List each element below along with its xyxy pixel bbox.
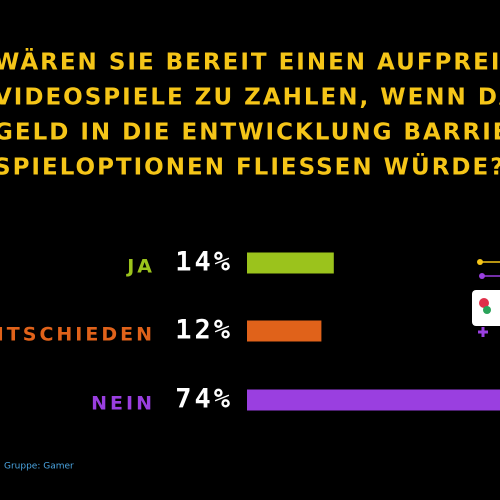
note: Gruppe: Gamer: [4, 462, 74, 472]
chart-title: VIDEOSPIELE ZU ZAHLEN, WENN DA: [0, 85, 500, 111]
chart-title: SPIELOPTIONEN FLIESSEN WÜRDE?: [0, 153, 500, 181]
value-label: 74%: [175, 384, 233, 415]
value-label: 14%: [175, 247, 233, 278]
value-label: 12%: [175, 315, 233, 346]
bar: [247, 320, 322, 342]
bar: [247, 389, 500, 411]
category-label: JA: [125, 256, 155, 278]
gamepad-icon: [472, 259, 500, 337]
chart-title: WÄREN SIE BEREIT EINEN AUFPREI: [0, 48, 500, 76]
category-label: NEIN: [91, 393, 155, 415]
bar: [247, 252, 334, 274]
category-label: UNENTSCHIEDEN: [0, 324, 155, 346]
chart-title: GELD IN DIE ENTWICKLUNG BARRIE: [0, 120, 500, 146]
